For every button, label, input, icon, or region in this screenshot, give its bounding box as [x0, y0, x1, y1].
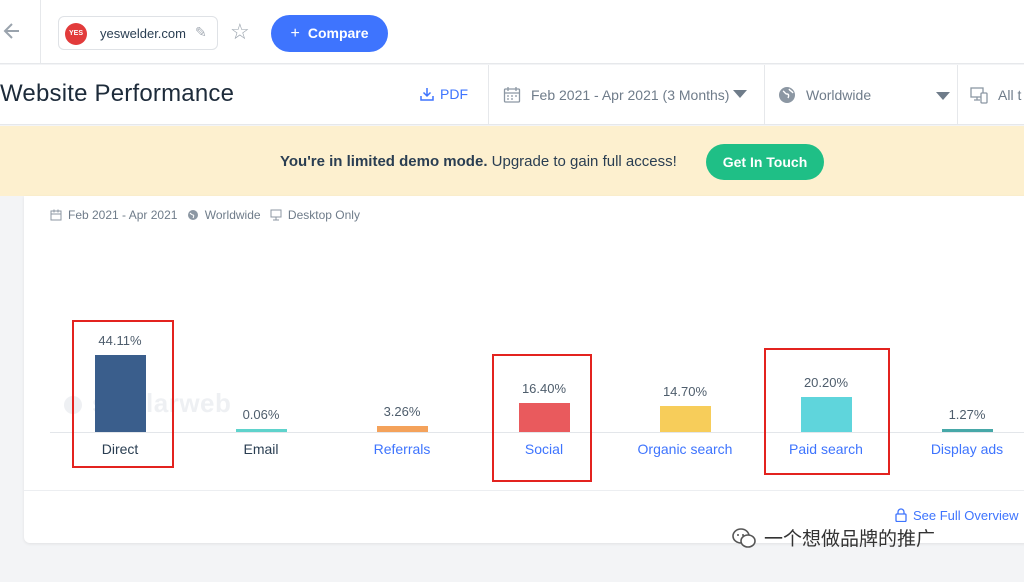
bar-value-label: 20.20% — [803, 375, 849, 390]
demo-mode-banner: You're in limited demo mode. Upgrade to … — [0, 126, 1024, 196]
compare-label: Compare — [307, 25, 369, 41]
globe-icon — [779, 87, 795, 103]
devices-icon — [970, 87, 988, 104]
date-range-label: Feb 2021 - Apr 2021 (3 Months) — [531, 87, 730, 103]
bar-display-ads — [941, 429, 993, 432]
divider — [488, 65, 489, 125]
bar-value-label: 14.70% — [662, 384, 708, 399]
divider — [40, 0, 41, 64]
bar-direct — [94, 355, 146, 432]
category-label-direct: Direct — [101, 441, 139, 457]
card-meta: Feb 2021 - Apr 2021 Worldwide Desktop On… — [50, 208, 360, 222]
chevron-down-icon — [733, 90, 748, 98]
calendar-icon — [50, 209, 62, 221]
bar-email — [235, 429, 287, 432]
see-full-overview-link[interactable]: See Full Overview — [895, 508, 1018, 523]
chart-baseline — [50, 432, 1024, 433]
page-header: Website Performance PDF Feb 2021 - Apr 2… — [0, 65, 1024, 125]
category-label-paid-search[interactable]: Paid search — [789, 441, 863, 457]
channels-overview-card — [24, 196, 1024, 543]
wechat-watermark: 一个想做品牌的推广 — [732, 524, 935, 551]
page-title: Website Performance — [0, 80, 235, 107]
site-logo-icon: YES — [65, 23, 87, 45]
compare-button[interactable]: + Compare — [271, 15, 388, 52]
meta-device: Desktop Only — [287, 208, 360, 222]
device-selector[interactable]: All t — [970, 86, 1021, 104]
pdf-label: PDF — [440, 86, 468, 102]
bar-referrals — [376, 426, 428, 432]
category-label-social[interactable]: Social — [524, 441, 564, 457]
back-arrow-icon[interactable] — [0, 20, 24, 44]
calendar-icon — [503, 87, 521, 103]
highlight-box-paid-search — [764, 348, 890, 475]
edit-pencil-icon[interactable]: ✎ — [195, 24, 207, 40]
date-range-picker[interactable]: Feb 2021 - Apr 2021 (3 Months) — [503, 86, 748, 104]
see-full-overview-label: See Full Overview — [913, 508, 1019, 523]
site-name: yeswelder.com — [100, 26, 186, 41]
divider — [957, 65, 958, 125]
pdf-download-button[interactable]: PDF — [420, 86, 468, 102]
chevron-down-icon[interactable] — [936, 92, 950, 100]
region-label: Worldwide — [806, 87, 872, 103]
category-label-display-ads[interactable]: Display ads — [930, 441, 1004, 457]
bar-paid-search — [800, 397, 852, 432]
plus-icon: + — [290, 25, 300, 42]
meta-region: Worldwide — [204, 208, 261, 222]
banner-text: Upgrade to gain full access! — [487, 153, 677, 170]
bar-organic-search — [659, 406, 711, 432]
site-selector[interactable]: YES yeswelder.com ✎ — [58, 16, 218, 50]
bar-social — [518, 403, 570, 432]
region-selector[interactable]: Worldwide — [778, 86, 871, 104]
bar-value-label: 1.27% — [948, 407, 986, 422]
globe-icon — [187, 210, 198, 220]
highlight-box-social — [492, 354, 592, 482]
divider — [24, 490, 1024, 491]
banner-message: You're in limited demo mode. Upgrade to … — [280, 153, 677, 170]
category-label-email: Email — [243, 441, 279, 457]
desktop-icon — [270, 209, 282, 221]
wechat-caption: 一个想做品牌的推广 — [764, 529, 936, 550]
lock-icon — [895, 508, 907, 522]
banner-bold-text: You're in limited demo mode. — [280, 153, 488, 170]
wechat-icon — [732, 528, 756, 548]
device-label: All t — [998, 87, 1022, 103]
top-bar: YES yeswelder.com ✎ ☆ + Compare — [0, 0, 1024, 64]
category-label-organic-search[interactable]: Organic search — [637, 441, 733, 457]
get-in-touch-button[interactable]: Get In Touch — [706, 144, 824, 180]
download-icon — [420, 88, 434, 101]
meta-date: Feb 2021 - Apr 2021 — [68, 208, 178, 222]
bar-value-label: 3.26% — [383, 404, 421, 419]
category-label-referrals[interactable]: Referrals — [373, 441, 431, 457]
bar-value-label: 44.11% — [98, 333, 142, 348]
bar-value-label: 0.06% — [242, 407, 280, 422]
highlight-box-direct — [72, 320, 174, 468]
divider — [764, 65, 765, 125]
bar-value-label: 16.40% — [521, 381, 567, 396]
star-icon[interactable]: ☆ — [230, 19, 250, 44]
